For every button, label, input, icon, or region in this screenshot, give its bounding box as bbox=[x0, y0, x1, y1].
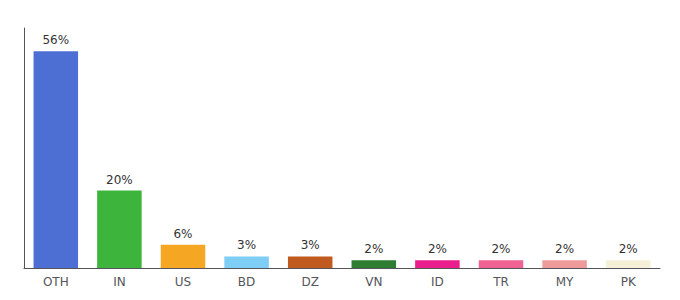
svg-text:IN: IN bbox=[113, 275, 126, 289]
svg-text:2%: 2% bbox=[428, 242, 447, 256]
svg-text:TR: TR bbox=[492, 275, 509, 289]
svg-text:DZ: DZ bbox=[301, 275, 318, 289]
svg-text:VN: VN bbox=[365, 275, 382, 289]
svg-text:MY: MY bbox=[556, 275, 574, 289]
svg-text:US: US bbox=[175, 275, 191, 289]
svg-text:2%: 2% bbox=[491, 242, 510, 256]
svg-text:2%: 2% bbox=[364, 242, 383, 256]
svg-text:BD: BD bbox=[238, 275, 255, 289]
svg-text:2%: 2% bbox=[555, 242, 574, 256]
svg-text:3%: 3% bbox=[301, 238, 320, 252]
svg-text:OTH: OTH bbox=[43, 275, 69, 289]
svg-text:6%: 6% bbox=[173, 227, 192, 241]
svg-text:3%: 3% bbox=[237, 238, 256, 252]
svg-text:56%: 56% bbox=[42, 33, 69, 47]
svg-text:PK: PK bbox=[621, 275, 637, 289]
svg-text:ID: ID bbox=[431, 275, 444, 289]
svg-text:2%: 2% bbox=[619, 242, 638, 256]
svg-text:20%: 20% bbox=[106, 173, 133, 187]
